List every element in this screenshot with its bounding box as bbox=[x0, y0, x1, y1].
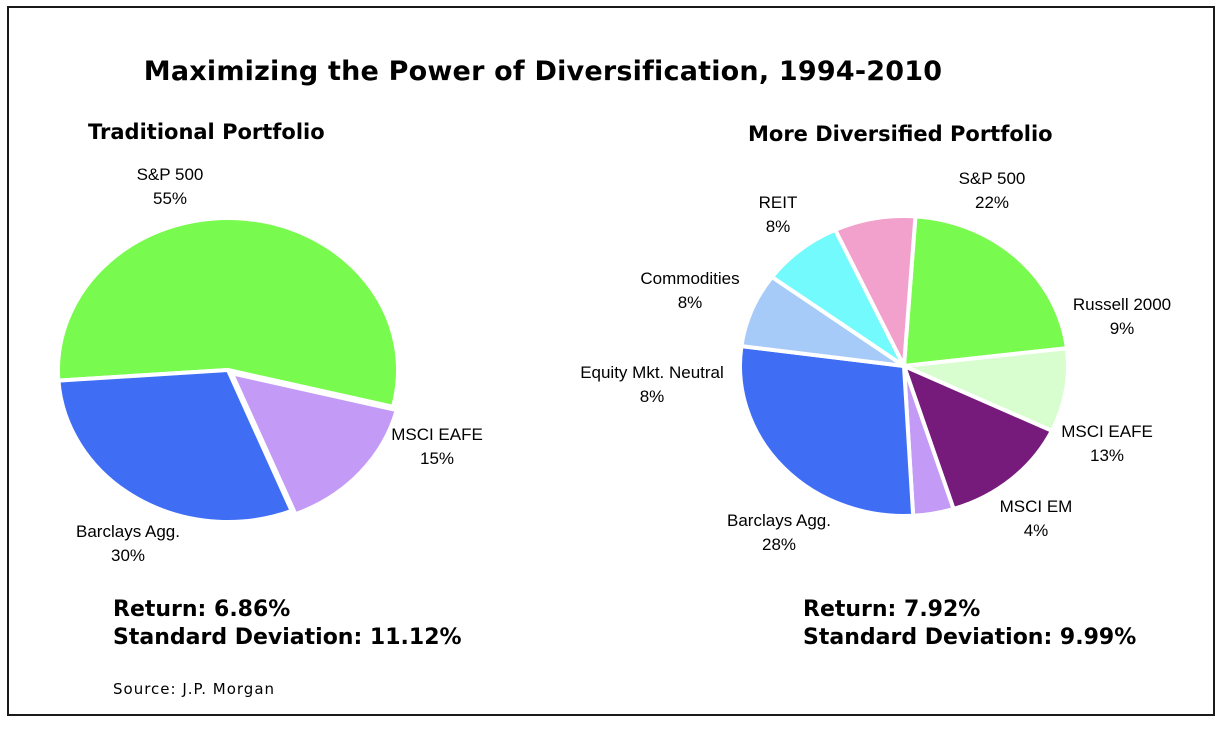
diversified-slice-sandp-500 bbox=[902, 214, 1069, 368]
traditional-label-msci-eafe: MSCI EAFE bbox=[391, 425, 483, 444]
traditional-std-dev: Standard Deviation: 11.12% bbox=[113, 625, 462, 650]
diversified-value-msci-em: 4% bbox=[1024, 521, 1049, 540]
traditional-value-sandp-500: 55% bbox=[153, 189, 187, 208]
traditional-portfolio-pie: S&P 500 55% MSCI EAFE 15% Barclays Agg. 30% bbox=[56, 165, 483, 565]
traditional-value-msci-eafe: 15% bbox=[420, 449, 454, 468]
diversified-value-barclays-agg: 28% bbox=[762, 535, 796, 554]
diversified-label-russell-2000: Russell 2000 bbox=[1073, 295, 1171, 314]
diversified-value-equity-mkt-neutral: 8% bbox=[640, 387, 665, 406]
traditional-slice-barclays-agg bbox=[56, 368, 294, 524]
diversified-label-sandp-500: S&P 500 bbox=[959, 169, 1026, 188]
source-note: Source: J.P. Morgan bbox=[113, 680, 276, 698]
diversified-label-reit: REIT bbox=[759, 193, 798, 212]
diversified-return: Return: 7.92% bbox=[803, 597, 981, 622]
diversified-stats: Return: 7.92% Standard Deviation: 9.99% bbox=[803, 596, 1136, 652]
diversified-slice-reit bbox=[833, 214, 918, 368]
diversified-portfolio-pie: S&P 500 22% Russell 2000 9% MSCI EAFE 13% MSCI… bbox=[580, 169, 1171, 554]
diversified-slice-barclays-agg bbox=[738, 344, 916, 518]
diversified-label-msci-eafe: MSCI EAFE bbox=[1061, 422, 1153, 441]
diversified-label-msci-em: MSCI EM bbox=[1000, 497, 1073, 516]
diversified-value-sandp-500: 22% bbox=[975, 193, 1009, 212]
chart-frame bbox=[7, 6, 1215, 716]
diversified-label-equity-mkt-neutral: Equity Mkt. Neutral bbox=[580, 363, 724, 382]
diversified-label-barclays-agg: Barclays Agg. bbox=[727, 511, 831, 530]
diversified-label-commodities: Commodities bbox=[640, 269, 739, 288]
traditional-stats: Return: 6.86% Standard Deviation: 11.12% bbox=[113, 596, 462, 652]
traditional-slice-sandp-500 bbox=[56, 216, 400, 409]
traditional-value-barclays-agg: 30% bbox=[111, 546, 145, 565]
traditional-portfolio-title: Traditional Portfolio bbox=[88, 120, 325, 144]
diversified-slice-msci-eafe bbox=[902, 364, 1054, 511]
diversified-value-reit: 8% bbox=[766, 217, 791, 236]
diversified-portfolio-title: More Diversified Portfolio bbox=[748, 122, 1053, 146]
diversified-value-msci-eafe: 13% bbox=[1090, 446, 1124, 465]
diversified-value-commodities: 8% bbox=[678, 293, 703, 312]
traditional-slice-msci-eafe bbox=[229, 371, 399, 517]
diversified-std-dev: Standard Deviation: 9.99% bbox=[803, 625, 1137, 650]
traditional-return: Return: 6.86% bbox=[113, 597, 291, 622]
traditional-label-barclays-agg: Barclays Agg. bbox=[76, 522, 180, 541]
diversified-value-russell-2000: 9% bbox=[1110, 319, 1135, 338]
main-title: Maximizing the Power of Diversification,… bbox=[143, 56, 943, 87]
traditional-label-sandp-500: S&P 500 bbox=[137, 165, 204, 184]
